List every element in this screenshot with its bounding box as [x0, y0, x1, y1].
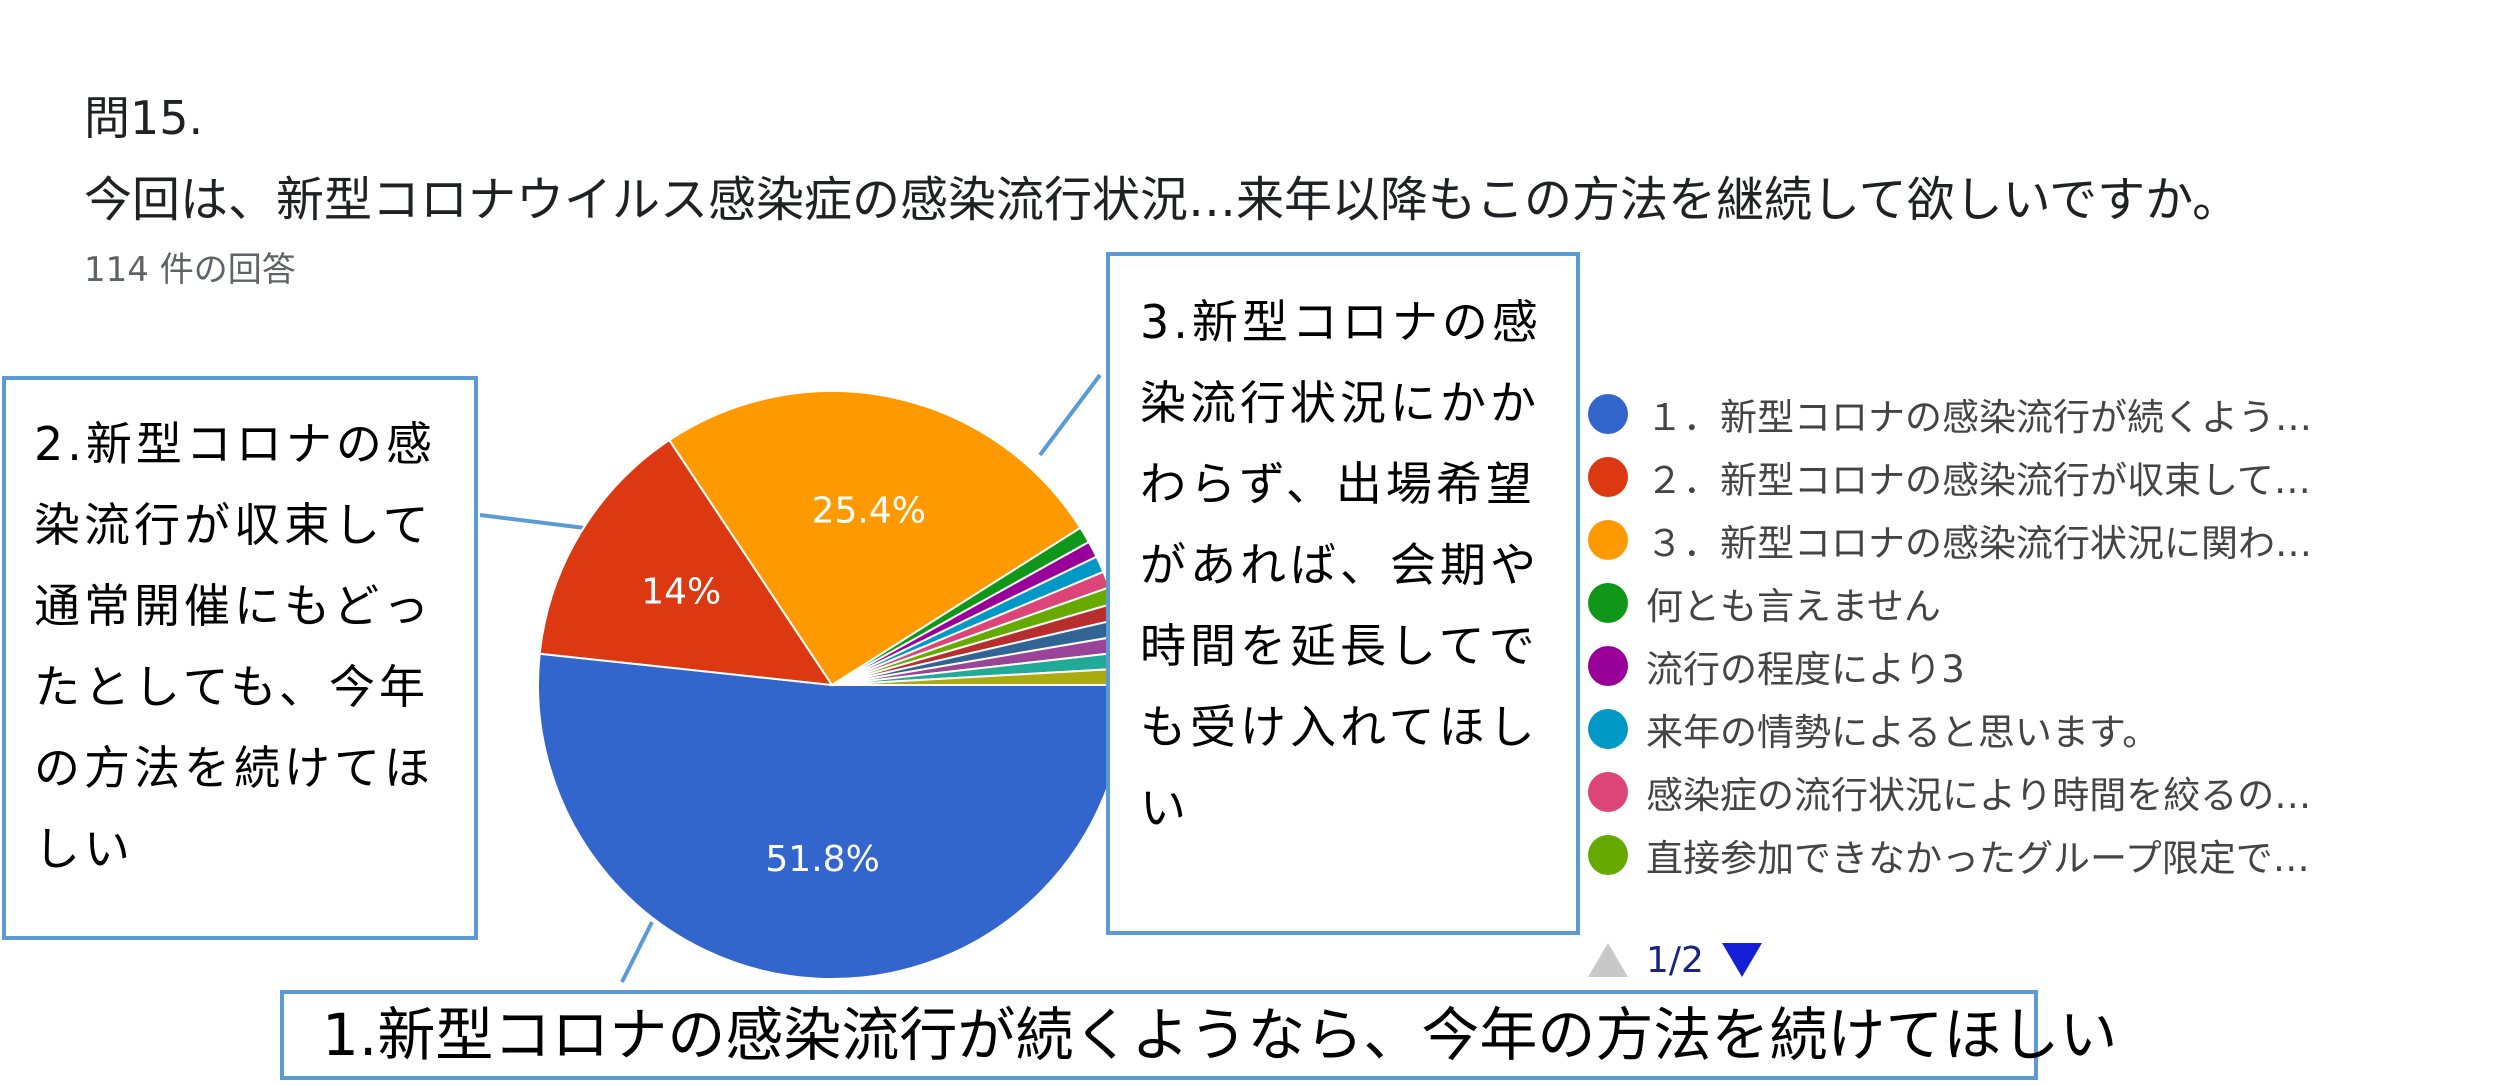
- pie-slice-label-2: 14%: [641, 571, 721, 612]
- question-title: 今回は、新型コロナウイルス感染症の感染流行状況…来年以降もこの方法を継続して欲し…: [84, 172, 2241, 228]
- legend-item: １．新型コロナの感染流行が続くよう…: [1588, 382, 2488, 445]
- pie-slice-label-3: 25.4%: [812, 490, 926, 531]
- legend-item: 流行の程度により3: [1588, 634, 2488, 697]
- legend-item: ３．新型コロナの感染流行状況に関わ…: [1588, 508, 2488, 571]
- legend-label: ３．新型コロナの感染流行状況に関わ…: [1646, 521, 2312, 565]
- legend-color-dot: [1588, 834, 1628, 875]
- legend-item: 感染症の流行状況により時間を絞るの…: [1588, 760, 2488, 823]
- legend-label: 来年の情勢によると思います。: [1646, 710, 2160, 754]
- legend-item: 何とも言えません: [1588, 571, 2488, 634]
- legend-item: ２．新型コロナの感染流行が収束して…: [1588, 445, 2488, 508]
- pie-slice-2: [538, 438, 835, 687]
- legend-label: 流行の程度により3: [1646, 647, 1965, 691]
- callout-option-2: 2.新型コロナの感染流行が収束して通常開催にもどったとしても、今年の方法を続けて…: [2, 376, 478, 940]
- pie-slice-label-1: 51.8%: [765, 839, 879, 880]
- legend-label: 直接参加できなかったグループ限定で…: [1646, 836, 2310, 880]
- pager-next-icon[interactable]: [1721, 943, 1762, 977]
- legend-label: １．新型コロナの感染流行が続くよう…: [1646, 395, 2312, 439]
- legend-label: 感染症の流行状況により時間を絞るの…: [1646, 773, 2312, 817]
- legend-color-dot: [1588, 771, 1628, 812]
- question-number: 問15.: [84, 91, 204, 145]
- pie-slice-3: [667, 390, 1082, 687]
- legend-color-dot: [1588, 456, 1628, 497]
- pager-label: 1/2: [1646, 939, 1704, 981]
- legend-label: 何とも言えません: [1646, 584, 1941, 628]
- pager-prev-icon[interactable]: [1588, 943, 1628, 977]
- legend-label: ２．新型コロナの感染流行が収束して…: [1646, 458, 2311, 502]
- leader-line-3: [620, 921, 654, 983]
- chart-legend: １．新型コロナの感染流行が続くよう… ２．新型コロナの感染流行が収束して… ３．新型…: [1588, 382, 2488, 886]
- response-count: 114 件の回答: [84, 250, 296, 290]
- legend-color-dot: [1588, 582, 1628, 623]
- pie-slice-1: [537, 652, 1128, 980]
- legend-color-dot: [1588, 393, 1628, 434]
- legend-color-dot: [1588, 708, 1628, 749]
- callout-option-1: 1.新型コロナの感染流行が続くようなら、今年の方法を続けてほしい: [280, 990, 2117, 1080]
- callout-option-3: 3.新型コロナの感染流行状況にかかわらず、出場希望があれば、会期や時間を延長して…: [1106, 252, 1580, 935]
- leader-line-2: [1038, 373, 1102, 457]
- callout-leader-lines: [479, 373, 1102, 983]
- legend-pager: 1/2: [1588, 938, 1762, 982]
- legend-color-dot: [1588, 519, 1628, 560]
- legend-color-dot: [1588, 645, 1628, 686]
- leader-line-1: [479, 513, 586, 530]
- legend-item: 直接参加できなかったグループ限定で…: [1588, 823, 2488, 886]
- legend-item: 来年の情勢によると思います。: [1588, 697, 2488, 760]
